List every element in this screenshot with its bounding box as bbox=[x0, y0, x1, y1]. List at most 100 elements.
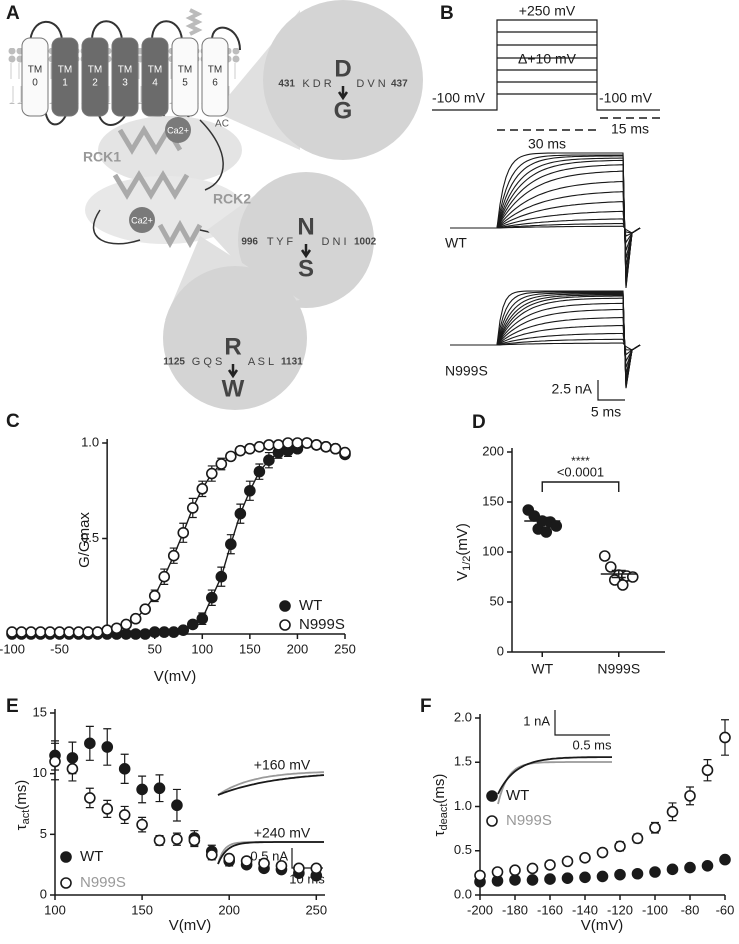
open-marker bbox=[474, 869, 486, 882]
panel-b: B +250 mV Δ+10 mV -100 mV -100 mV 30 ms … bbox=[432, 3, 660, 420]
current-trace bbox=[450, 291, 641, 388]
y-tick-label: 200 bbox=[482, 443, 504, 458]
x-tick-label: -60 bbox=[716, 902, 735, 917]
filled-marker bbox=[544, 873, 556, 885]
tm-label: TM bbox=[88, 65, 102, 76]
x-tick-label: 100 bbox=[44, 902, 66, 917]
domain-label: RCK2 bbox=[213, 191, 251, 207]
filled-marker bbox=[101, 741, 114, 753]
open-marker bbox=[186, 502, 199, 514]
residue-number: 1125 bbox=[163, 357, 185, 368]
open-marker bbox=[167, 549, 180, 562]
open-marker bbox=[206, 467, 218, 480]
calcium-label: Ca2+ bbox=[167, 125, 189, 135]
trace-label: WT bbox=[445, 235, 467, 251]
legend-label: N999S bbox=[506, 812, 552, 829]
open-marker bbox=[491, 866, 504, 878]
residue-number: 431 bbox=[278, 79, 295, 90]
current-trace bbox=[450, 324, 641, 363]
current-trace bbox=[450, 332, 641, 356]
open-marker bbox=[225, 450, 237, 463]
current-trace bbox=[450, 159, 641, 283]
filled-marker bbox=[139, 628, 151, 640]
current-trace bbox=[217, 774, 325, 796]
filled-marker bbox=[649, 866, 661, 878]
filled-marker bbox=[60, 851, 72, 863]
current-trace bbox=[450, 297, 641, 383]
filled-marker bbox=[561, 872, 574, 884]
open-marker bbox=[25, 626, 37, 638]
y-tick-label: 1.0 bbox=[454, 798, 472, 813]
filled-marker bbox=[540, 526, 553, 538]
x-tick-label: 100 bbox=[191, 641, 213, 656]
filled-marker bbox=[701, 859, 714, 872]
tm-label: TM bbox=[208, 65, 222, 76]
tm-label: TM bbox=[28, 65, 42, 76]
current-trace bbox=[450, 295, 641, 385]
zoom-circle bbox=[263, 0, 423, 160]
panel-label: B bbox=[440, 3, 454, 24]
open-marker bbox=[101, 624, 113, 636]
current-trace bbox=[450, 308, 641, 374]
scale-label: 1 nA bbox=[523, 713, 550, 728]
y-axis-label: V1/2(mV) bbox=[454, 523, 473, 581]
y-tick-label: 0.0 bbox=[454, 886, 472, 901]
current-trace bbox=[497, 756, 612, 795]
y-tick-label: 15 bbox=[33, 704, 47, 719]
sequence: T Y F bbox=[267, 236, 294, 248]
y-axis-label: τdeact(ms) bbox=[431, 774, 450, 837]
open-marker bbox=[63, 626, 75, 638]
tm-label: TM bbox=[118, 65, 132, 76]
panel-label: E bbox=[6, 696, 19, 717]
x-tick-label: 200 bbox=[218, 902, 240, 917]
filled-marker bbox=[666, 863, 679, 876]
y-tick-label: 1.5 bbox=[454, 754, 472, 769]
y-axis-label-symbol: V bbox=[454, 571, 471, 581]
tm-helix bbox=[201, 37, 229, 117]
filled-marker bbox=[120, 628, 132, 640]
tm-label: 1 bbox=[62, 78, 68, 89]
filled-marker bbox=[167, 626, 180, 638]
y-tick-label: 0.5 bbox=[454, 842, 472, 857]
filled-marker bbox=[526, 874, 539, 886]
open-marker bbox=[310, 439, 323, 451]
y-tick-label: 2.0 bbox=[454, 709, 472, 724]
filled-marker bbox=[215, 570, 228, 583]
open-marker bbox=[234, 444, 247, 457]
residue-number: 437 bbox=[391, 79, 408, 90]
filled-marker bbox=[263, 454, 275, 466]
open-marker bbox=[596, 846, 609, 859]
filled-marker bbox=[186, 618, 199, 631]
sequence: G Q S bbox=[192, 356, 223, 368]
tm-label: 2 bbox=[92, 78, 98, 89]
open-marker bbox=[561, 855, 574, 868]
wild-type-residue: N bbox=[297, 213, 314, 240]
filled-marker bbox=[279, 600, 291, 612]
legend-label: WT bbox=[299, 597, 322, 614]
y-tick-label: 0.5 bbox=[81, 530, 99, 545]
open-marker bbox=[616, 579, 629, 591]
x-tick-label: 150 bbox=[239, 641, 261, 656]
current-trace bbox=[450, 152, 641, 289]
residue-number: 1002 bbox=[354, 237, 377, 248]
open-marker bbox=[91, 626, 104, 638]
panel-label: D bbox=[472, 412, 486, 433]
tm-label: 4 bbox=[152, 78, 158, 89]
calcium-label: Ca2+ bbox=[131, 215, 153, 225]
open-marker bbox=[272, 439, 285, 451]
open-marker bbox=[84, 792, 96, 804]
tm-label: 6 bbox=[212, 78, 218, 89]
filled-marker bbox=[206, 591, 218, 604]
open-marker bbox=[244, 442, 256, 455]
scale-label: 0.5 ms bbox=[572, 737, 612, 752]
current-trace bbox=[450, 222, 641, 234]
tm-label: TM bbox=[58, 65, 72, 76]
current-trace bbox=[450, 155, 641, 286]
open-marker bbox=[153, 834, 166, 847]
open-marker bbox=[60, 877, 72, 889]
open-marker bbox=[136, 818, 148, 831]
current-trace bbox=[450, 290, 641, 389]
open-marker bbox=[44, 626, 56, 638]
current-trace bbox=[450, 218, 641, 237]
current-trace bbox=[450, 154, 641, 287]
